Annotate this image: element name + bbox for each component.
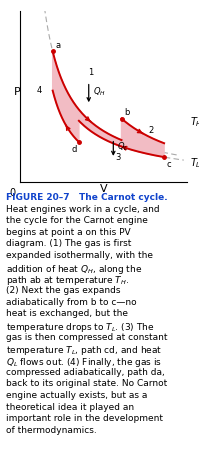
Polygon shape	[53, 51, 164, 157]
Text: (2) Next the gas expands: (2) Next the gas expands	[6, 286, 120, 295]
Text: gas is then compressed at constant: gas is then compressed at constant	[6, 333, 168, 342]
Text: theoretical idea it played an: theoretical idea it played an	[6, 403, 134, 412]
Text: 0: 0	[10, 188, 16, 198]
X-axis label: V: V	[100, 184, 107, 194]
Text: addition of heat $Q_H$, along the: addition of heat $Q_H$, along the	[6, 263, 142, 276]
Text: temperature drops to $T_L$. (3) The: temperature drops to $T_L$. (3) The	[6, 321, 155, 334]
Text: of thermodynamics.: of thermodynamics.	[6, 426, 97, 435]
Text: FIGURE 20–7   The Carnot cycle.: FIGURE 20–7 The Carnot cycle.	[6, 193, 168, 202]
Text: 4: 4	[37, 86, 42, 95]
Text: begins at point a on this PV: begins at point a on this PV	[6, 228, 131, 237]
Text: adiabatically from b to c—no: adiabatically from b to c—no	[6, 298, 137, 307]
Text: compressed adiabatically, path da,: compressed adiabatically, path da,	[6, 368, 165, 377]
Text: $T_L$: $T_L$	[190, 157, 199, 171]
Text: $Q_L$ flows out. (4) Finally, the gas is: $Q_L$ flows out. (4) Finally, the gas is	[6, 356, 162, 369]
Text: 2: 2	[148, 126, 154, 135]
Text: heat is exchanged, but the: heat is exchanged, but the	[6, 310, 128, 319]
Text: expanded isothermally, with the: expanded isothermally, with the	[6, 251, 153, 260]
Text: the cycle for the Carnot engine: the cycle for the Carnot engine	[6, 216, 148, 225]
Text: back to its original state. No Carnot: back to its original state. No Carnot	[6, 379, 167, 388]
Text: $Q_L$: $Q_L$	[117, 141, 128, 153]
Text: $Q_H$: $Q_H$	[93, 86, 106, 98]
Text: d: d	[71, 145, 76, 154]
Text: temperature $T_L$, path cd, and heat: temperature $T_L$, path cd, and heat	[6, 344, 162, 357]
Text: important role in the development: important role in the development	[6, 414, 163, 423]
Text: 1: 1	[88, 68, 93, 77]
Text: path ab at temperature $T_H$.: path ab at temperature $T_H$.	[6, 274, 129, 288]
Text: diagram. (1) The gas is first: diagram. (1) The gas is first	[6, 239, 131, 248]
Text: engine actually exists, but as a: engine actually exists, but as a	[6, 391, 147, 400]
Text: 3: 3	[116, 153, 121, 162]
Text: c: c	[167, 161, 171, 170]
Text: b: b	[124, 108, 129, 117]
Text: Heat engines work in a cycle, and: Heat engines work in a cycle, and	[6, 204, 160, 213]
Text: $T_H$: $T_H$	[190, 116, 199, 129]
Text: a: a	[55, 41, 60, 50]
Y-axis label: P: P	[14, 87, 20, 97]
